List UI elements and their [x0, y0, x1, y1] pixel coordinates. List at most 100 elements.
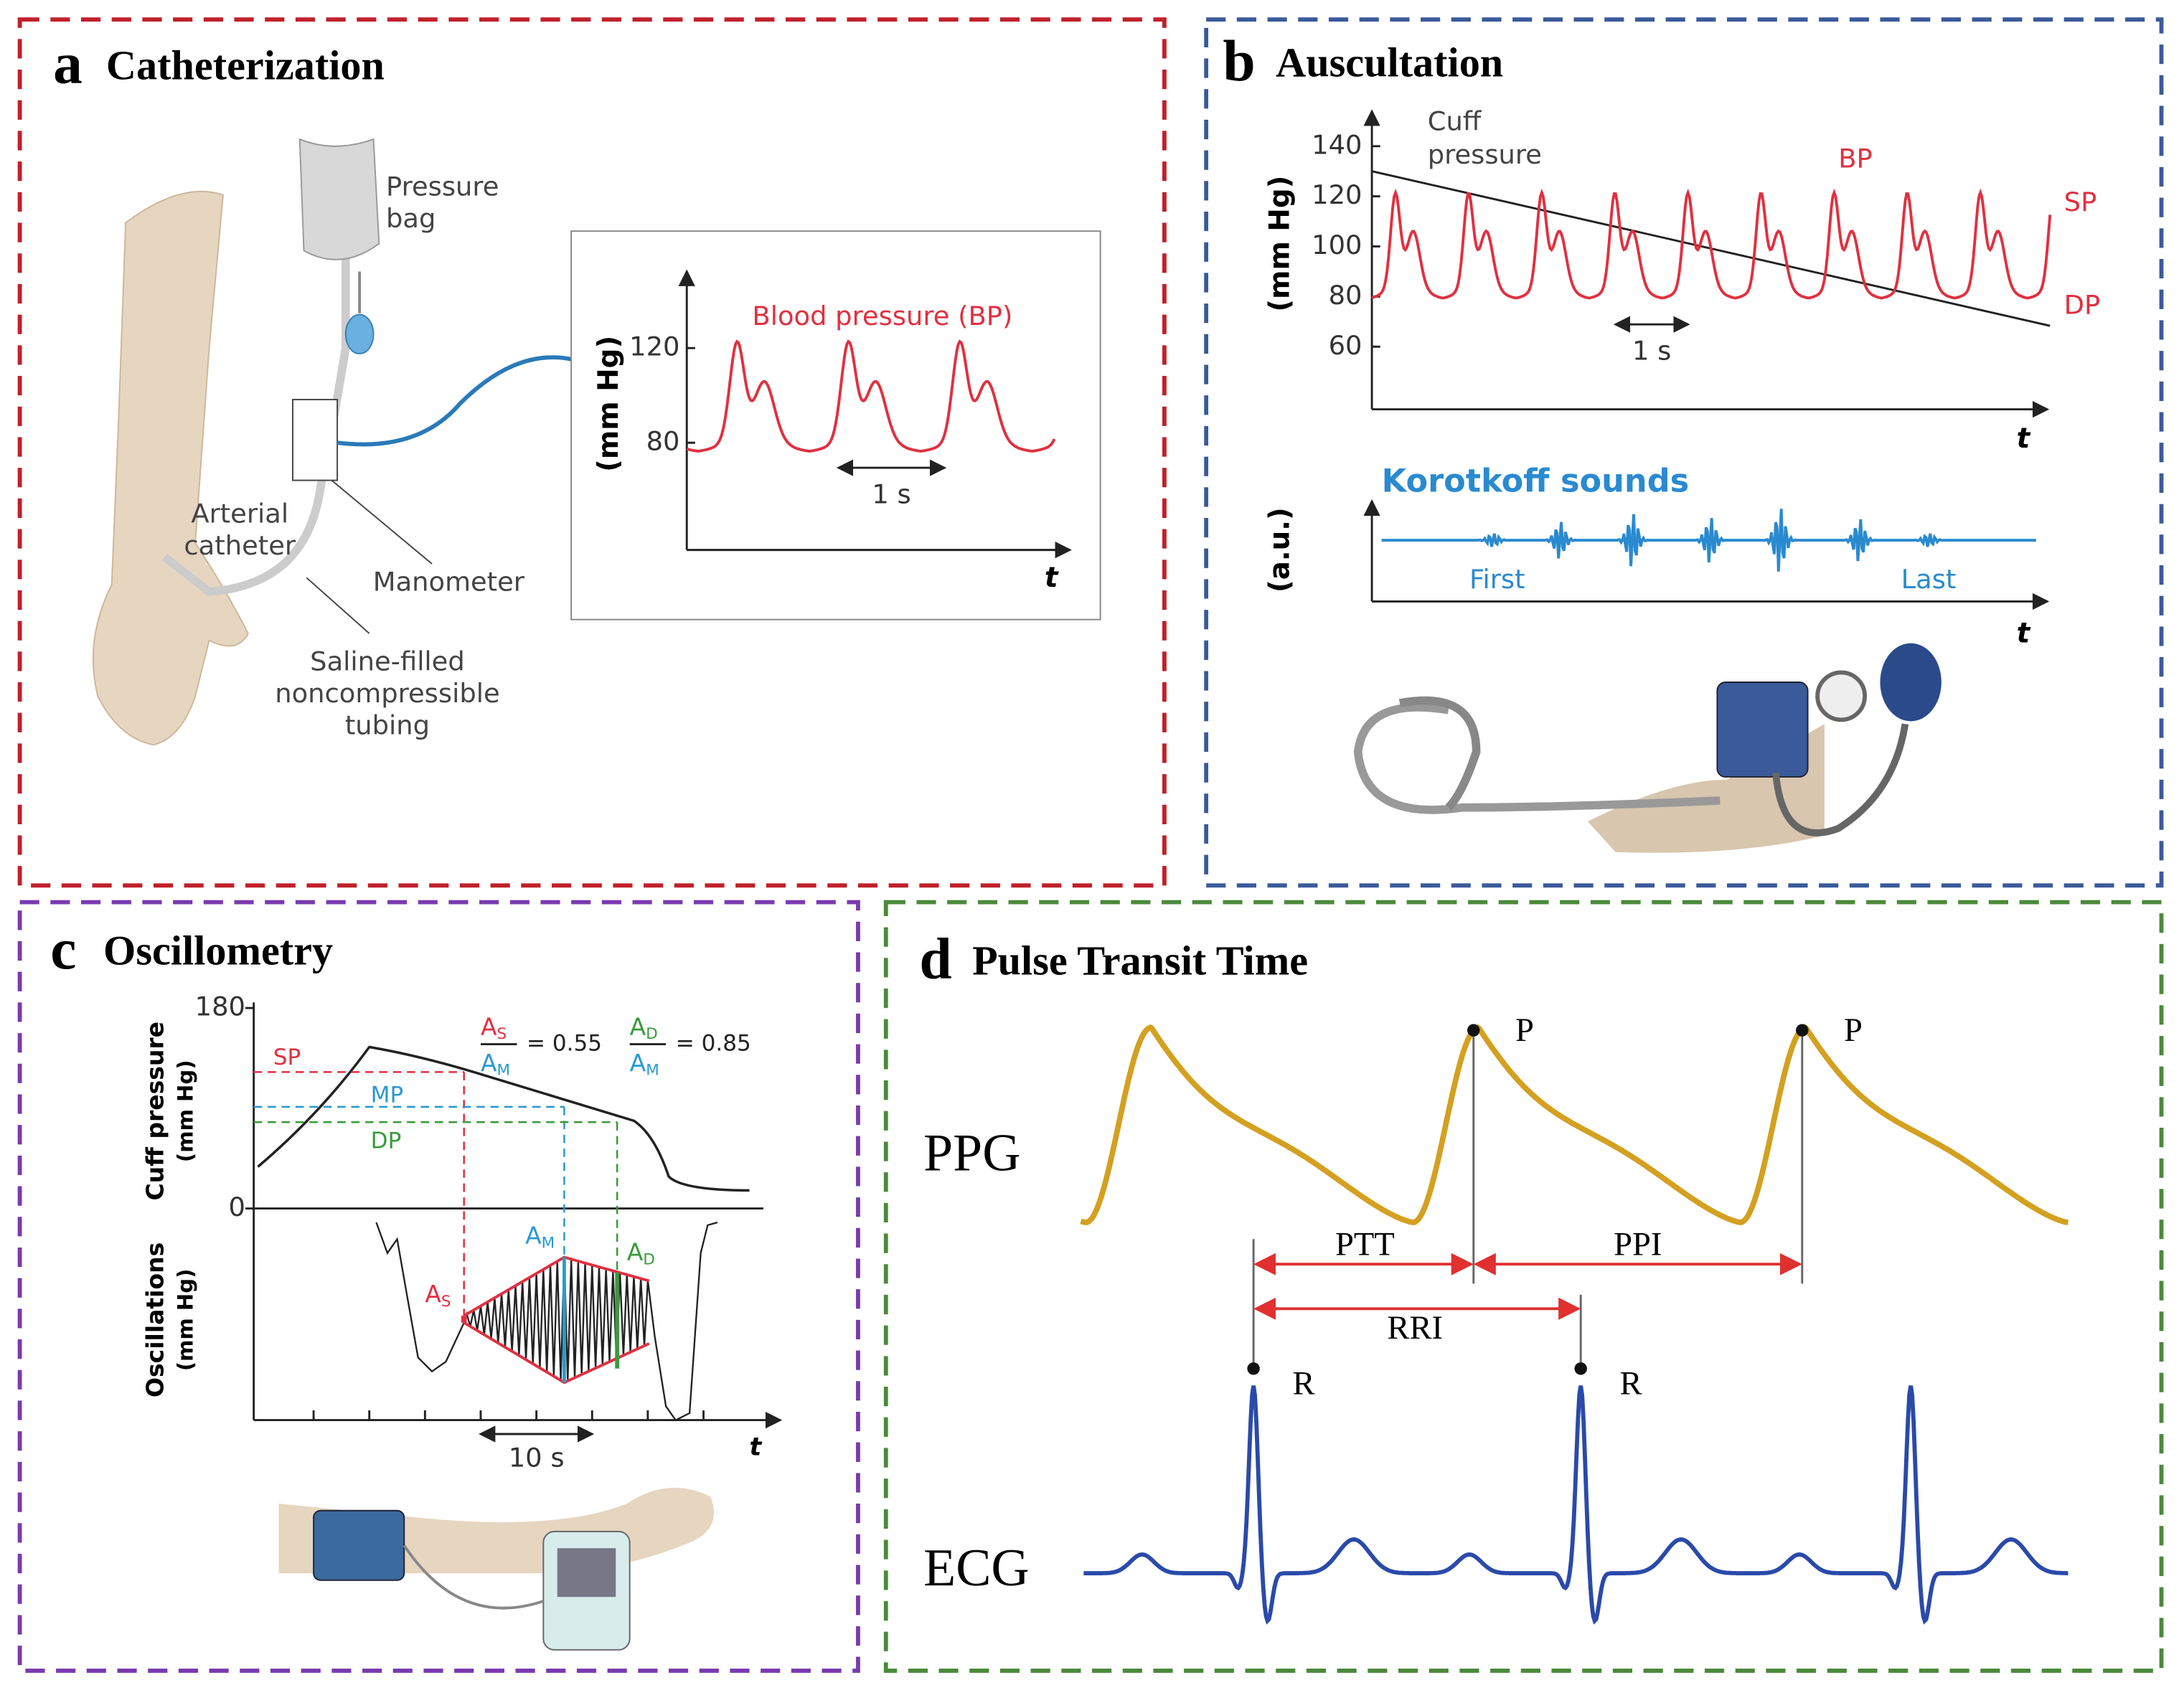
sub: D: [643, 1251, 655, 1269]
subscript-label: AD: [630, 1012, 658, 1043]
sub: S: [497, 1025, 507, 1043]
label: = 0.85: [676, 1031, 751, 1057]
label: t: [2017, 618, 2031, 650]
label: (mm Hg): [173, 1269, 197, 1372]
tick-label: 180: [195, 991, 245, 1022]
label: Saline-filled: [310, 646, 465, 676]
panel-letter: b: [1223, 28, 1255, 93]
sub: M: [497, 1062, 511, 1080]
subscript-label: AS: [425, 1279, 451, 1310]
label: noncompressible: [275, 678, 499, 709]
label: SP: [273, 1044, 301, 1070]
label: Korotkoff sounds: [1382, 462, 1690, 499]
frame-c: [17, 900, 860, 1673]
label: Manometer: [373, 567, 525, 598]
sub: M: [542, 1234, 555, 1252]
panel-title: Oscillometry: [103, 928, 333, 974]
label: Oscillations: [141, 1242, 169, 1397]
frame-a: [17, 17, 1167, 888]
label: DP: [2064, 289, 2101, 320]
tick-label: 120: [1312, 179, 1362, 210]
panel-letter: a: [53, 31, 83, 96]
peak-dot: [1796, 1024, 1809, 1037]
panel-title: Catheterization: [106, 42, 385, 88]
label: BP: [1838, 143, 1873, 174]
frames: [17, 17, 2164, 1673]
panel-letter: d: [919, 926, 951, 991]
label: pressure: [1428, 139, 1542, 170]
frame-b: [1204, 17, 2164, 888]
label: t: [750, 1433, 763, 1461]
label: PPI: [1614, 1227, 1662, 1263]
label: Arterial: [191, 499, 288, 529]
subscript-label: AM: [525, 1221, 555, 1252]
ppg-wave: [1080, 1024, 2068, 1225]
main: A: [481, 1012, 497, 1040]
label: PTT: [1335, 1227, 1395, 1263]
main: A: [481, 1048, 497, 1076]
panel-title: Auscultation: [1276, 39, 1503, 86]
subscript-label: AS: [481, 1012, 507, 1043]
tick-label: 100: [1312, 230, 1362, 260]
korotkoff-wave: [1381, 509, 2036, 572]
label: = 0.55: [527, 1031, 602, 1057]
label: catheter: [184, 530, 296, 561]
panel-letter: c: [50, 916, 76, 981]
label: 1 s: [1632, 336, 1671, 367]
label: ECG: [923, 1538, 1030, 1597]
main: A: [627, 1237, 644, 1265]
subscript-label: AD: [627, 1237, 655, 1268]
sub: M: [646, 1062, 659, 1080]
cuff-curve: [257, 1045, 750, 1192]
subscript-label: AM: [630, 1048, 659, 1079]
r-dot: [1574, 1362, 1587, 1375]
panel-title: Pulse Transit Time: [972, 937, 1308, 984]
label: RRI: [1387, 1310, 1443, 1347]
label: MP: [371, 1082, 404, 1108]
peak-dot: [1467, 1024, 1480, 1037]
label: SP: [2064, 187, 2097, 217]
tick-label: 80: [646, 426, 680, 457]
main: A: [630, 1012, 646, 1040]
oscillation-trace: [375, 1221, 718, 1422]
label: (mm Hg): [1263, 176, 1296, 312]
tick-label: 0: [229, 1192, 245, 1222]
sub: S: [441, 1293, 451, 1311]
label: t: [1045, 562, 1059, 594]
tick-label: 60: [1329, 330, 1362, 361]
label: PPG: [923, 1123, 1020, 1182]
label: (mm Hg): [593, 336, 625, 472]
label: P: [1844, 1012, 1863, 1049]
label: Cuff: [1428, 105, 1482, 136]
main: A: [425, 1279, 441, 1307]
tick-label: 120: [629, 331, 679, 362]
sub: D: [646, 1025, 658, 1043]
label: P: [1515, 1012, 1534, 1049]
label: t: [2017, 423, 2031, 455]
label: DP: [371, 1128, 402, 1154]
bp-wave: [686, 339, 1056, 453]
label: tubing: [345, 710, 430, 741]
tick-label: 140: [1312, 129, 1362, 160]
label: R: [1620, 1366, 1642, 1402]
tick-label: 80: [1329, 280, 1362, 311]
main: A: [525, 1221, 542, 1249]
subscript-label: AM: [481, 1048, 510, 1079]
frame-d: [883, 900, 2164, 1673]
label: (mm Hg): [173, 1060, 197, 1162]
r-dot: [1247, 1362, 1260, 1375]
ecg-wave: [1083, 1385, 2068, 1625]
label: Cuff pressure: [141, 1022, 169, 1201]
label: Last: [1901, 564, 1957, 595]
label: 1 s: [872, 478, 910, 509]
stethoscope-illustration: [1353, 643, 1941, 853]
label: 10 s: [509, 1442, 565, 1473]
label: bag: [386, 203, 436, 234]
monitor-illustration: [278, 1487, 715, 1651]
bp-wave: [1371, 188, 2052, 300]
label: Blood pressure (BP): [752, 301, 1012, 331]
label: Pressure: [386, 171, 499, 202]
label: R: [1292, 1366, 1314, 1402]
arm-illustration: [92, 138, 1101, 746]
